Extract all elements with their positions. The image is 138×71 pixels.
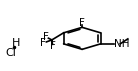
Text: Cl: Cl [5, 48, 16, 58]
Text: F: F [79, 18, 85, 28]
Text: F: F [50, 41, 55, 51]
Text: F: F [40, 38, 46, 48]
Text: F: F [43, 32, 49, 42]
Text: NH: NH [114, 39, 130, 49]
Text: H: H [12, 38, 20, 48]
